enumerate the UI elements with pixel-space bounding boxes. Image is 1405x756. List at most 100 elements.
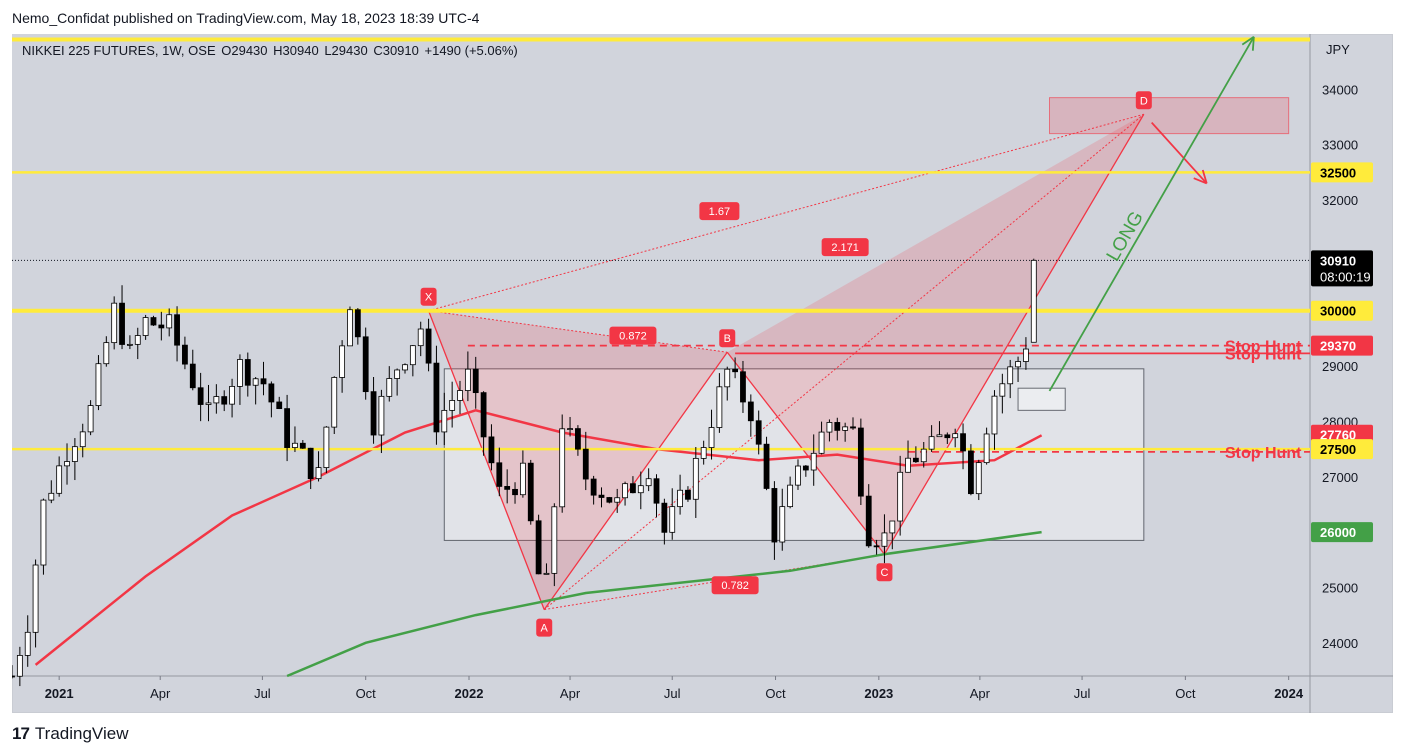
price-badge <box>1311 522 1373 543</box>
candle-body <box>637 485 644 494</box>
candle-body <box>975 462 982 495</box>
candle-body <box>559 428 566 508</box>
symbol-close: C30910 <box>373 43 419 58</box>
x-tick-label: Oct <box>356 686 377 701</box>
candle-body <box>700 447 707 459</box>
candle-body <box>174 314 180 346</box>
y-tick-label: 33000 <box>1322 138 1358 153</box>
projection-arrow <box>1048 36 1255 392</box>
candle-body <box>134 335 141 345</box>
candle-body <box>433 362 440 433</box>
tradingview-logo[interactable]: 17 TradingView <box>12 724 128 744</box>
price-badge <box>1311 162 1373 183</box>
candle-body <box>158 324 165 329</box>
pattern-leg <box>427 310 545 610</box>
candle-body <box>850 426 856 429</box>
candle-body <box>724 368 731 388</box>
candle-body <box>237 359 243 387</box>
candle-body <box>339 345 346 378</box>
zone-box <box>1049 97 1290 135</box>
candle-body <box>905 457 911 473</box>
candle-body <box>119 302 125 345</box>
price-badge-label: 27500 <box>1320 442 1356 457</box>
candle-body <box>142 317 149 336</box>
candle-body <box>952 433 959 439</box>
x-tick-label: 2023 <box>864 686 893 701</box>
candle-body <box>936 434 943 438</box>
candle-body <box>12 675 15 678</box>
x-tick-label: Apr <box>150 686 171 701</box>
candle-body <box>826 422 833 433</box>
candle-body <box>1023 348 1029 362</box>
candle-body <box>244 359 251 386</box>
candle-body <box>354 309 361 338</box>
pattern-point-badge <box>719 329 736 348</box>
candle-body <box>834 422 841 431</box>
candle-body <box>56 465 63 494</box>
candle-body <box>708 427 715 448</box>
x-tick-label: Apr <box>970 686 991 701</box>
candle-body <box>677 489 683 508</box>
candle-body <box>912 457 919 463</box>
price-badge-label: 27760 <box>1320 428 1356 443</box>
candle-body <box>575 428 581 450</box>
x-tick-label: 2024 <box>1274 686 1304 701</box>
candle-body <box>323 426 330 469</box>
pattern-point-label: X <box>425 292 433 304</box>
projection-arrow <box>1151 121 1208 185</box>
x-tick-label: Oct <box>1175 686 1196 701</box>
candle-body <box>292 442 298 448</box>
candle-body <box>740 371 746 403</box>
candle-body <box>865 495 872 547</box>
x-tick-label: Jul <box>1074 686 1091 701</box>
x-tick-label: Apr <box>560 686 581 701</box>
candle-body <box>24 631 31 656</box>
price-badge-label: 26000 <box>1320 525 1356 540</box>
candle-body <box>221 396 228 405</box>
candle-body <box>842 426 849 431</box>
candle-body <box>331 377 338 428</box>
pattern-ratio-badge <box>821 238 869 257</box>
candle-body <box>205 402 212 405</box>
candle-body <box>150 317 157 326</box>
candle-body <box>567 428 573 430</box>
pattern-ratio-label: 0.872 <box>619 331 647 343</box>
candle-body <box>598 494 605 498</box>
candle-body <box>496 462 503 487</box>
price-badge-countdown: 08:00:19 <box>1320 269 1371 284</box>
candle-body <box>983 433 990 464</box>
candle-body <box>795 465 801 486</box>
candle-body <box>928 436 935 450</box>
y-tick-label: 24000 <box>1322 636 1358 651</box>
pattern-leg <box>543 351 728 610</box>
symbol-open: O29430 <box>221 43 268 58</box>
tradingview-logo-icon: 17 <box>12 724 30 743</box>
candle-body <box>386 378 393 397</box>
symbol-high: H30940 <box>273 43 319 58</box>
candle-body <box>252 378 259 386</box>
candle-body <box>519 462 526 496</box>
price-chart[interactable]: 2021 Apr Jul Oct 2022 Apr Jul Oct 2023 Apr Jul Oct 2… <box>12 34 1393 713</box>
pattern-point-label: A <box>541 623 549 635</box>
candle-body <box>747 401 754 422</box>
candle-body <box>630 483 636 494</box>
candle-body <box>307 447 314 480</box>
symbol-legend: NIKKEI 225 FUTURES, 1W, OSE O29430 H3094… <box>22 43 520 58</box>
pattern-ratio-label: 2.171 <box>831 242 859 254</box>
pattern-point-badge <box>536 618 553 637</box>
candle-body <box>991 395 998 435</box>
pattern-point-label: B <box>724 333 731 345</box>
candle-body <box>857 427 864 497</box>
candle-body <box>79 431 86 448</box>
candle-body <box>732 368 739 373</box>
currency-label: JPY <box>1326 42 1350 57</box>
pattern-point-badge <box>876 563 893 582</box>
candle-body <box>685 489 691 500</box>
candle-body <box>87 405 94 433</box>
pattern-ratio-badge <box>699 202 740 221</box>
candle-body <box>614 497 621 503</box>
arrow-head <box>1251 36 1255 51</box>
pattern-bcd-fill <box>727 114 1144 555</box>
price-badge <box>1311 335 1373 356</box>
symbol-low: L29430 <box>324 43 368 58</box>
